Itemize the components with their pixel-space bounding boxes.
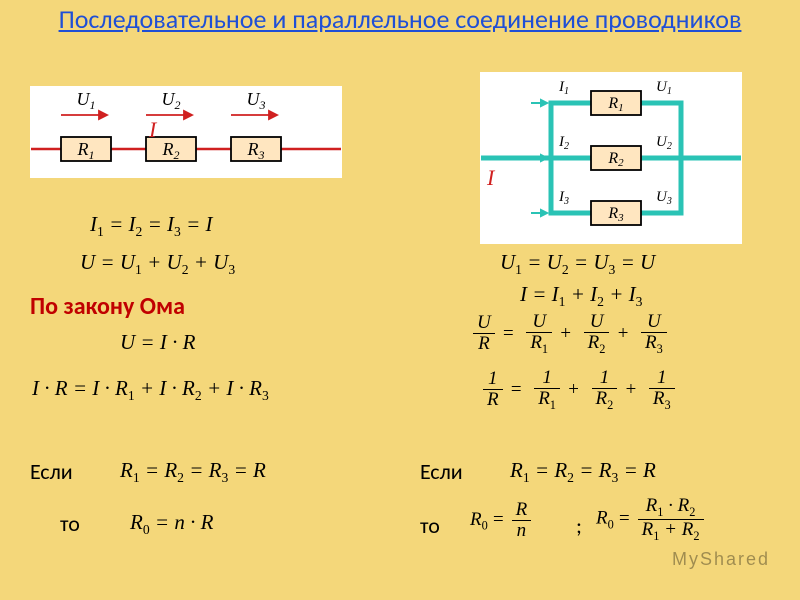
- series-expanded: I · R = I · R1 + I · R2 + I · R3: [32, 376, 269, 404]
- parallel-result-2: R0=R1 · R2R1 + R2: [596, 496, 707, 543]
- series-current-eq: I1 = I2 = I3 = I: [90, 212, 213, 240]
- ohm-law-label: По закону Ома: [30, 292, 185, 321]
- parallel-current-eq: I = I1 + I2 + I3: [520, 282, 643, 310]
- svg-text:U1: U1: [77, 89, 96, 112]
- series-current-label: I: [149, 117, 156, 143]
- series-then-label: то: [60, 510, 80, 537]
- parallel-diagram: R1 R2 R3 I1 I2 I3 U1 U2 U3 I: [480, 72, 742, 244]
- parallel-if-label: Если: [420, 458, 463, 485]
- watermark: MyShared: [672, 549, 770, 570]
- svg-text:I1: I1: [558, 79, 569, 97]
- svg-text:U2: U2: [162, 89, 181, 112]
- series-voltage-eq: U = U1 + U2 + U3: [80, 250, 235, 278]
- svg-text:I3: I3: [558, 189, 569, 207]
- parallel-reciprocal: 1R= 1R1+ 1R2+ 1R3: [480, 368, 678, 412]
- svg-text:I2: I2: [558, 134, 569, 152]
- parallel-condition: R1 = R2 = R3 = R: [510, 458, 656, 486]
- slide-title: Последовательное и параллельное соединен…: [0, 4, 800, 35]
- ohm-formula: U = I · R: [120, 330, 195, 355]
- series-if-label: Если: [30, 458, 73, 485]
- parallel-then-label: то: [420, 512, 440, 539]
- parallel-current-label: I: [487, 165, 494, 191]
- parallel-sep: ;: [576, 512, 582, 539]
- parallel-voltage-eq: U1 = U2 = U3 = U: [500, 250, 655, 278]
- series-condition: R1 = R2 = R3 = R: [120, 458, 266, 486]
- slide: Последовательное и параллельное соединен…: [0, 0, 800, 600]
- parallel-ohm-frac: UR= UR1+ UR2+ UR3: [470, 312, 670, 356]
- svg-text:U3: U3: [656, 189, 672, 207]
- svg-text:U2: U2: [656, 134, 672, 152]
- series-diagram: R1 R2 R3 U1 U2 U3 I: [30, 86, 342, 178]
- series-result: R0 = n · R: [130, 510, 213, 538]
- parallel-result-1: R0=Rn: [470, 500, 534, 541]
- svg-text:U3: U3: [247, 89, 266, 112]
- svg-text:U1: U1: [656, 79, 672, 97]
